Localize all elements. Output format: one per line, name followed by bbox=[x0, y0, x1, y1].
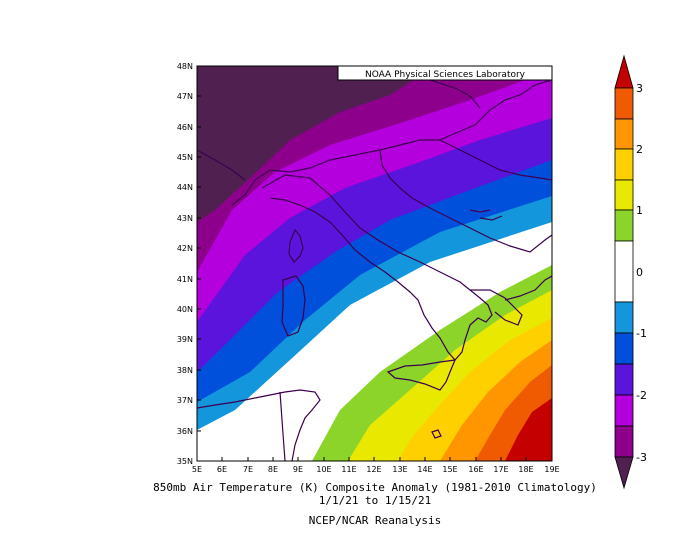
colorbar-label: -1 bbox=[636, 327, 647, 340]
colorbar-segment bbox=[614, 363, 634, 396]
colorbar-segment bbox=[614, 394, 634, 427]
colorbar-label: 3 bbox=[636, 82, 643, 95]
lat-label: 35N bbox=[177, 457, 193, 466]
caption-dates: 1/1/21 to 1/15/21 bbox=[318, 494, 432, 507]
caption-source: NCEP/NCAR Reanalysis bbox=[308, 514, 442, 527]
colorbar-top-arrow bbox=[614, 54, 634, 89]
colorbar-label: 0 bbox=[636, 266, 643, 279]
lat-label: 47N bbox=[177, 92, 193, 101]
colorbar-segment bbox=[614, 425, 634, 458]
lon-label: 9E bbox=[293, 465, 303, 474]
lat-ticks bbox=[197, 95, 201, 432]
lat-label: 41N bbox=[177, 275, 193, 284]
lon-label: 11E bbox=[341, 465, 356, 474]
lat-label: 45N bbox=[177, 153, 193, 162]
lon-label: 12E bbox=[366, 465, 381, 474]
anomaly-field bbox=[197, 66, 552, 461]
colorbar-segment bbox=[614, 301, 634, 334]
lon-axis: 5E 6E 7E 8E 9E 10E 11E 12E 13E 14E 15E 1… bbox=[192, 465, 560, 474]
colorbar-label: -2 bbox=[636, 389, 647, 402]
lon-label: 7E bbox=[243, 465, 253, 474]
colorbar bbox=[614, 54, 634, 490]
colorbar-labels: 3 2 1 0 -1 -2 -3 bbox=[636, 82, 647, 464]
lat-label: 43N bbox=[177, 214, 193, 223]
colorbar-segment bbox=[614, 148, 634, 181]
lat-label: 37N bbox=[177, 396, 193, 405]
colorbar-segment bbox=[614, 332, 634, 365]
coastlines bbox=[197, 66, 552, 461]
lat-label: 42N bbox=[177, 244, 193, 253]
lat-label: 36N bbox=[177, 427, 193, 436]
lat-label: 39N bbox=[177, 335, 193, 344]
credit-text: NOAA Physical Sciences Laboratory bbox=[365, 70, 526, 80]
lat-label: 48N bbox=[177, 62, 193, 71]
lon-label: 16E bbox=[468, 465, 483, 474]
lon-label: 17E bbox=[493, 465, 508, 474]
colorbar-segment bbox=[614, 118, 634, 150]
lat-label: 44N bbox=[177, 183, 193, 192]
lon-label: 13E bbox=[392, 465, 407, 474]
lon-label: 19E bbox=[544, 465, 559, 474]
colorbar-label: 1 bbox=[636, 204, 643, 217]
lon-label: 14E bbox=[417, 465, 432, 474]
colorbar-segment bbox=[614, 87, 634, 120]
colorbar-label: -3 bbox=[636, 451, 647, 464]
band-neg-3 bbox=[197, 66, 435, 222]
lon-label: 8E bbox=[268, 465, 278, 474]
colorbar-segment bbox=[614, 240, 634, 303]
credit-box bbox=[337, 65, 553, 81]
lon-label: 15E bbox=[442, 465, 457, 474]
lon-label: 5E bbox=[192, 465, 202, 474]
lon-label: 6E bbox=[217, 465, 227, 474]
colorbar-segment bbox=[614, 179, 634, 211]
lat-label: 38N bbox=[177, 366, 193, 375]
lon-label: 18E bbox=[518, 465, 533, 474]
lat-label: 40N bbox=[177, 305, 193, 314]
lon-ticks bbox=[221, 457, 527, 461]
lat-label: 46N bbox=[177, 123, 193, 132]
band-pos-3 bbox=[505, 398, 552, 461]
lat-axis: 48N 47N 46N 45N 44N 43N 42N 41N 40N 39N … bbox=[177, 62, 193, 466]
colorbar-bottom-arrow bbox=[614, 456, 634, 490]
caption-title: 850mb Air Temperature (K) Composite Anom… bbox=[153, 481, 597, 494]
colorbar-label: 2 bbox=[636, 143, 643, 156]
colorbar-segment bbox=[614, 209, 634, 242]
lon-label: 10E bbox=[316, 465, 331, 474]
